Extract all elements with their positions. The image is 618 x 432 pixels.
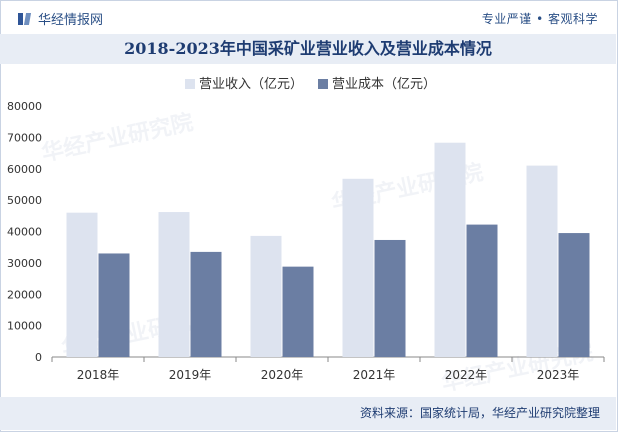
source-band: [0, 397, 616, 430]
bar-revenue: [342, 178, 374, 357]
bar-revenue: [250, 235, 282, 357]
bar-revenue: [158, 212, 190, 357]
chart-title: 2018-2023年中国采矿业营业收入及营业成本情况: [124, 39, 492, 58]
y-tick-label: 10000: [7, 320, 42, 333]
legend-swatch: [318, 79, 328, 89]
x-tick-label: 2022年: [445, 368, 488, 382]
bar-chart: 营业收入（亿元） 营业成本（亿元） 0 10000 20000 30000 40000 500…: [7, 77, 605, 382]
bar-cost: [558, 233, 590, 357]
bar-cost: [282, 266, 314, 357]
bar-revenue: [66, 212, 98, 357]
top-bar: 华经情报网 专业严谨 • 客观科学: [0, 0, 616, 34]
title-band: [0, 34, 616, 64]
bar-cost: [98, 253, 130, 357]
y-tick-label: 0: [35, 351, 42, 364]
bar-cost: [374, 239, 406, 357]
y-tick-label: 50000: [7, 194, 42, 207]
y-tick-label: 70000: [7, 131, 42, 144]
brand: 华经情报网: [18, 9, 103, 28]
y-tick-label: 40000: [7, 226, 42, 239]
x-tick-label: 2023年: [537, 368, 580, 382]
y-tick-label: 30000: [7, 257, 42, 270]
legend-label: 营业成本（亿元）: [332, 77, 436, 92]
legend-swatch: [185, 79, 195, 89]
bar-revenue: [526, 165, 558, 357]
brand-name: 华经情报网: [38, 13, 104, 28]
x-tick-label: 2019年: [169, 368, 212, 382]
bar-cost: [190, 251, 222, 357]
slogan: 专业严谨 • 客观科学: [481, 12, 598, 26]
y-tick-label: 60000: [7, 163, 42, 176]
y-tick-label: 20000: [7, 288, 42, 301]
y-tick-label: 80000: [7, 100, 42, 113]
x-tick-label: 2021年: [353, 368, 396, 382]
brand-logo-icon: [18, 12, 32, 26]
legend-label: 营业收入（亿元）: [199, 77, 303, 92]
bar-cost: [466, 224, 498, 357]
x-tick-label: 2020年: [261, 368, 304, 382]
x-tick-label: 2018年: [77, 368, 120, 382]
bar-revenue: [434, 142, 466, 357]
source-note: 资料来源：国家统计局，华经产业研究院整理: [359, 406, 600, 420]
